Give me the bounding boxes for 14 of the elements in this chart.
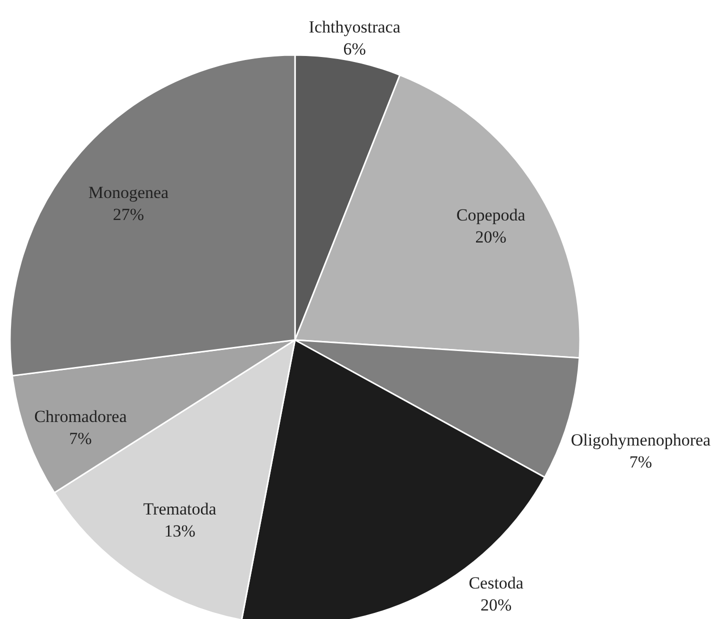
slice-label: Oligohymenophorea: [570, 430, 712, 450]
data-label: 20%: [475, 228, 506, 247]
data-label: 7%: [629, 452, 652, 472]
slice-label: Monogenea: [88, 183, 170, 202]
slice-label: Chromadorea: [34, 407, 128, 426]
data-label: 20%: [480, 596, 512, 615]
data-label: 13%: [164, 522, 196, 541]
slice-label: Copepoda: [456, 206, 526, 225]
data-label: 7%: [69, 429, 92, 448]
slice-label: Trematoda: [143, 500, 217, 519]
slice-label: Cestoda: [468, 574, 524, 593]
data-label: 27%: [112, 205, 144, 224]
data-label: 6%: [343, 40, 366, 59]
slice-label: Ichthyostraca: [308, 18, 401, 37]
